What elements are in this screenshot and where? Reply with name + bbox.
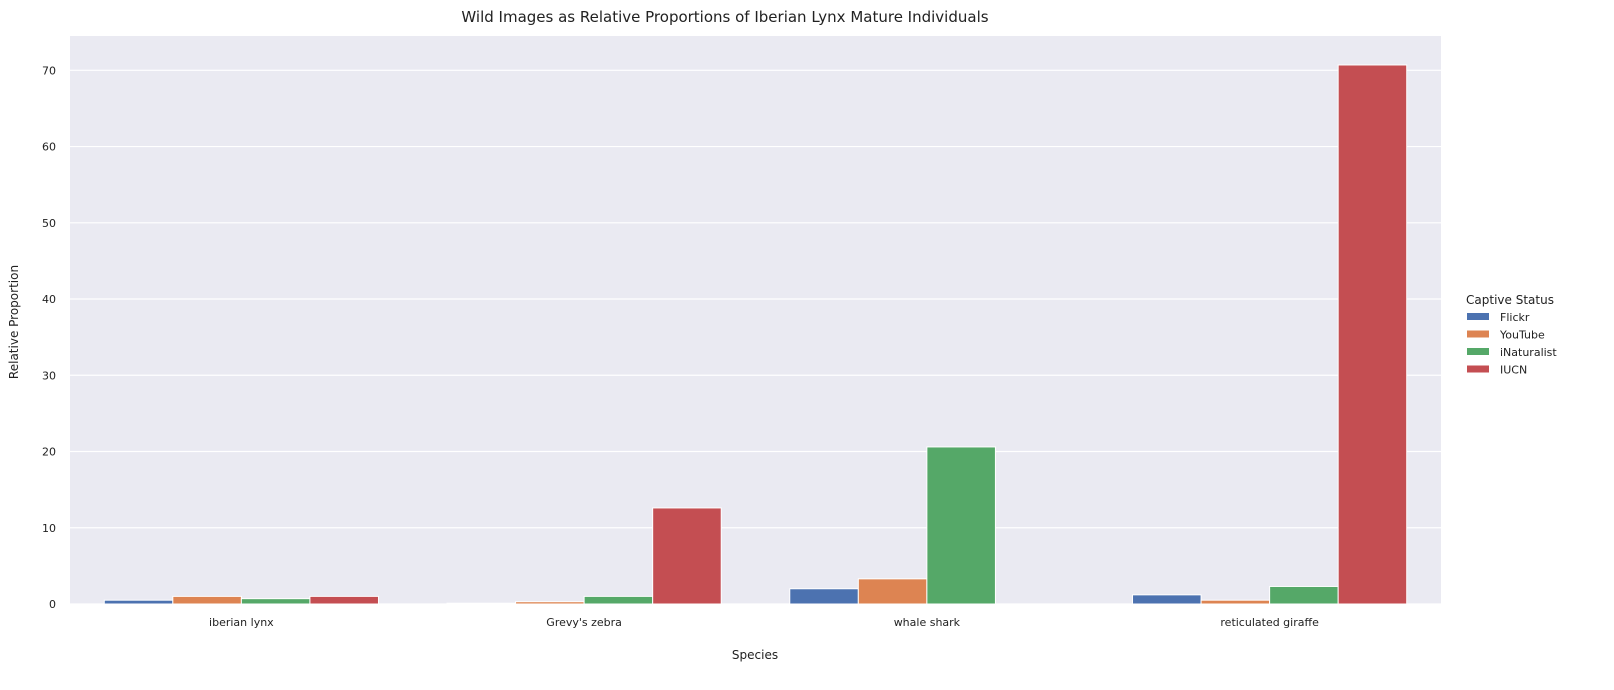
y-tick-label: 20 [42,446,56,459]
y-tick-label: 70 [42,64,56,77]
y-tick-label: 50 [42,217,56,230]
x-axis-label: Species [732,648,778,662]
bar-inaturalist-3 [1269,585,1339,605]
bar-youtube-0 [172,595,242,605]
legend-swatch-iucn [1467,365,1489,373]
x-tick-label: Grevy's zebra [546,616,622,629]
bar-iucn-1 [652,507,722,605]
bar-youtube-1 [515,601,585,605]
bar-inaturalist-0 [240,598,311,605]
bar-flickr-0 [103,599,174,605]
bar-flickr-2 [789,588,859,605]
grid-lines [70,69,1441,605]
legend-swatch-flickr [1467,313,1489,320]
bar-flickr-1 [446,602,517,605]
chart-title: Wild Images as Relative Proportions of I… [461,8,988,26]
y-tick-label: 30 [42,369,56,382]
y-tick-label: 40 [42,293,56,306]
bar-youtube-3 [1200,599,1271,605]
bar-inaturalist-2 [926,446,996,605]
plot-background [70,36,1441,604]
bar-iucn-0 [309,595,379,605]
y-tick-label: 10 [42,522,56,535]
y-axis-label: Relative Proportion [7,265,21,379]
bar-youtube-2 [857,578,928,605]
legend: Captive Status Flickr YouTube iNaturalist I… [1466,293,1557,377]
bar-inaturalist-1 [583,595,654,605]
legend-swatch-youtube [1467,330,1489,338]
legend-label-iucn: IUCN [1500,364,1527,377]
x-tick-label: whale shark [894,616,961,629]
legend-label-youtube: YouTube [1499,329,1545,342]
x-tick-label: iberian lynx [209,616,274,629]
y-tick-label: 0 [49,598,56,611]
bars [103,64,1408,605]
x-tick-labels: iberian lynx Grevy's zebra whale shark reti… [209,616,1319,629]
bar-iucn-3 [1337,64,1408,605]
x-tick-label: reticulated giraffe [1220,616,1319,629]
legend-title: Captive Status [1466,293,1554,307]
y-tick-labels: 0 10 20 30 40 50 60 70 [42,64,56,611]
legend-label-inaturalist: iNaturalist [1500,346,1557,359]
legend-label-flickr: Flickr [1500,311,1530,324]
legend-swatch-inaturalist [1467,348,1489,355]
bar-flickr-3 [1132,594,1202,605]
y-tick-label: 60 [42,141,56,154]
